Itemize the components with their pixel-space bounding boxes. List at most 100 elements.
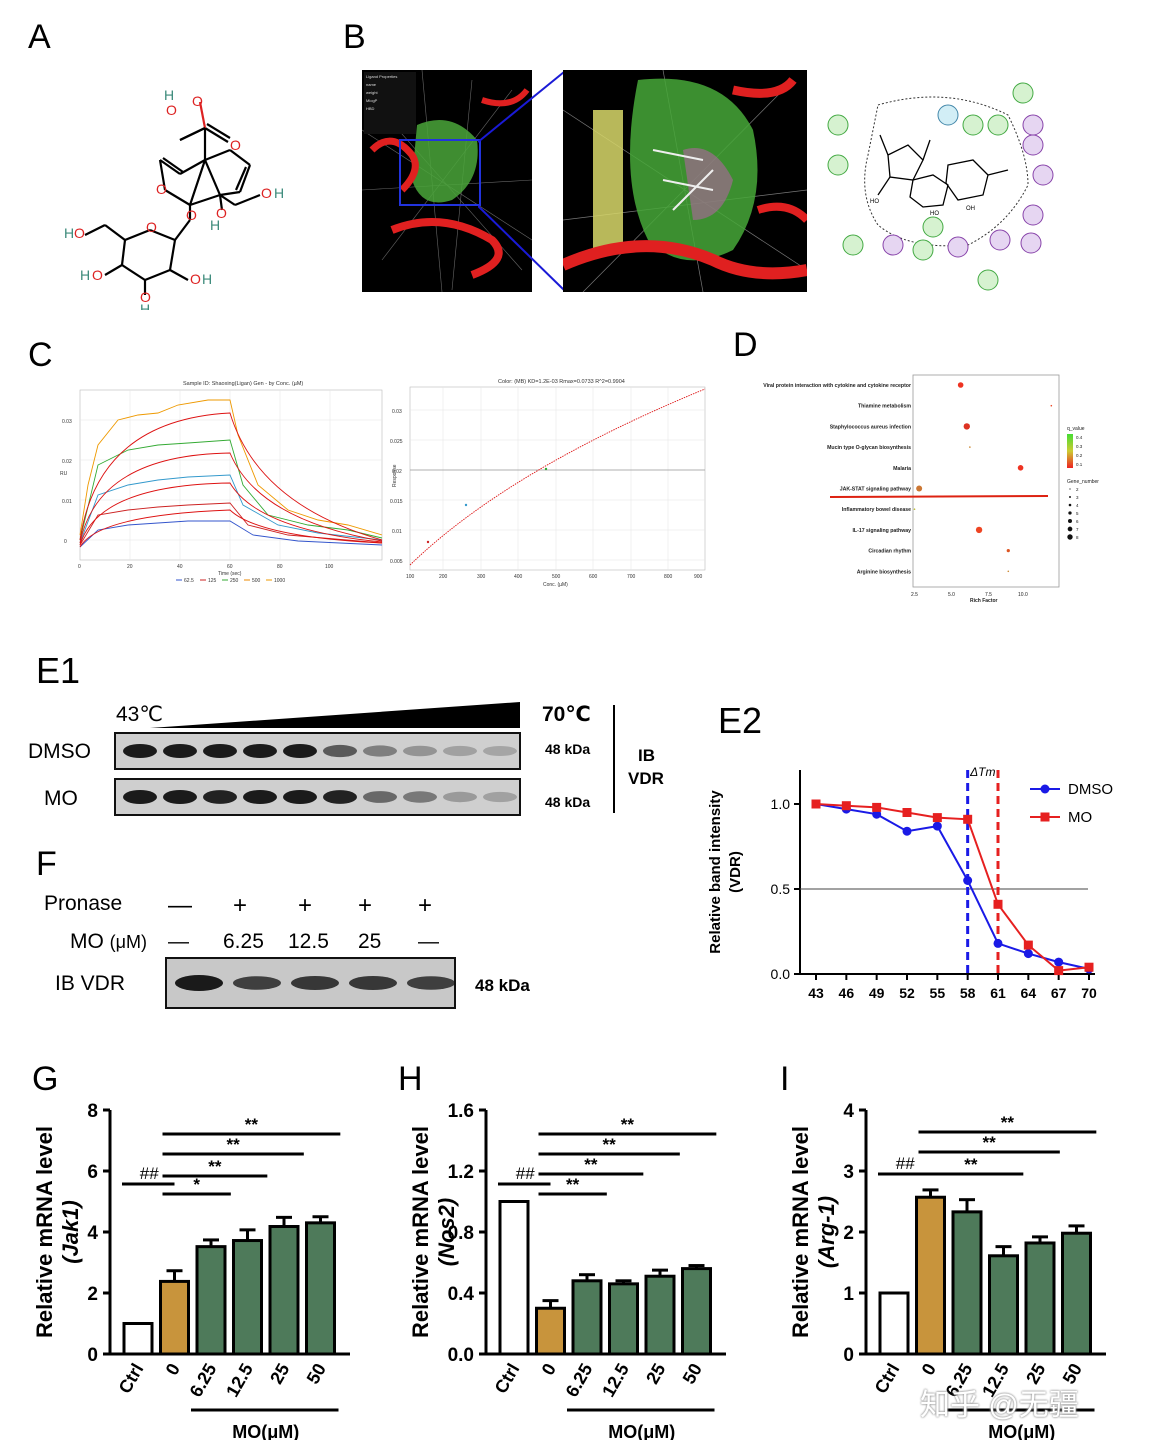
blot-band (203, 790, 237, 804)
bar (608, 1282, 639, 1356)
bar-ylabel-gene: (Nos2) (434, 1198, 459, 1266)
temperature-gradient-wedge (150, 702, 520, 728)
blot-band (291, 976, 339, 990)
e1-row-dmso: DMSO (28, 740, 91, 763)
svg-text:O: O (230, 137, 241, 153)
d-legend-q: q_value (1067, 426, 1085, 432)
e2-point (963, 814, 973, 824)
bar-ytick: 4 (843, 1101, 854, 1122)
e1-ib-label: IB (638, 746, 655, 765)
d-pathway-label: Arginine biosynthesis (857, 569, 911, 575)
d-bubble (1006, 549, 1010, 553)
e2-delta-tm: ΔTm (969, 765, 995, 779)
spr-legend-item: 500 (252, 578, 261, 584)
e2-xtick: 61 (990, 985, 1006, 1001)
svg-text:HO: HO (870, 199, 879, 205)
svg-text:H: H (202, 271, 212, 287)
sig-star: ** (621, 1115, 635, 1134)
e2-ytick: 0.5 (771, 881, 791, 897)
d-pathway-label: Viral protein interaction with cytokine … (763, 383, 911, 389)
e2-xtick: 55 (930, 985, 946, 1001)
d-pathway-label: Circadian rhythm (868, 549, 911, 555)
f-mo-label: MO (μM) (70, 930, 147, 954)
group-label: MO(μM) (232, 1422, 299, 1440)
sig-star: ** (603, 1135, 617, 1154)
blot-band (243, 744, 277, 758)
svg-text:H: H (164, 87, 174, 103)
e2-point (841, 801, 851, 811)
watermark: 知乎 @无疆 (920, 1389, 1079, 1422)
e2-point (1023, 949, 1033, 959)
fit-xtick: 300 (477, 574, 486, 580)
bar (571, 1279, 603, 1356)
spr-xtick: 60 (227, 564, 233, 570)
e2-point (993, 938, 1003, 948)
fit-xtick: 700 (627, 574, 636, 580)
d-bubble (1017, 465, 1024, 471)
e1-bracket (613, 705, 615, 813)
fit-xtick: 800 (664, 574, 673, 580)
spr-ytick: 0 (64, 539, 67, 545)
fit-xtick: 600 (589, 574, 598, 580)
blot-band (443, 745, 477, 757)
interaction-2d-diagram: HO HO OH (827, 82, 1054, 291)
e2-ylabel: Relative band intensity (707, 790, 724, 954)
bar-ytick: 4 (87, 1223, 98, 1244)
melting-curve-chart: 0.0 0.5 1.0 43 46 49 52 55 58 61 64 67 70 ΔTm DMSO MO Re… (707, 765, 1113, 1001)
bar (535, 1306, 566, 1356)
bar (195, 1245, 227, 1356)
blot-band (323, 790, 357, 804)
blot-band (163, 744, 197, 758)
d-q-tick: 0.1 (1076, 462, 1083, 467)
fit-ytick: 0.02 (392, 469, 402, 475)
e2-point (811, 799, 821, 809)
svg-text:HO: HO (930, 211, 939, 217)
bar-xtick: 12.5 (598, 1360, 633, 1400)
e2-point (1054, 957, 1064, 967)
blot-band (403, 745, 437, 757)
blot-band (363, 791, 397, 803)
e2-xtick: 58 (960, 985, 976, 1001)
e1-temp-start: 43℃ (116, 703, 163, 726)
bar-ylabel: Relative mRNA level (788, 1126, 813, 1338)
bar (1024, 1241, 1056, 1356)
f-ib-label: IB VDR (55, 972, 126, 995)
e1-kda-dmso: 48 kDa (545, 741, 591, 757)
d-gene-size-dot (1069, 496, 1071, 498)
docking-zoom-image (563, 70, 807, 292)
bar (951, 1210, 983, 1356)
spr-sensorgram: Sample ID: Shaoxing(Ligan) Gen - by Conc… (60, 381, 383, 584)
blot-band (363, 745, 397, 757)
d-gene-size-label: 3 (1076, 495, 1079, 500)
e1-kda-mo: 48 kDa (545, 794, 591, 810)
sig-star: ** (227, 1135, 241, 1154)
spr-xtick: 40 (177, 564, 183, 570)
bar (681, 1267, 712, 1356)
spr-title: Sample ID: Shaoxing(Ligan) Gen - by Conc… (183, 381, 303, 387)
e2-point (1023, 940, 1033, 950)
svg-text:O: O (216, 205, 227, 221)
e2-series-line (815, 803, 1090, 972)
f-pronase-label: Pronase (44, 892, 123, 915)
svg-text:H: H (274, 185, 284, 201)
blot-band (283, 744, 317, 758)
d-xlabel: Rich Factor (970, 598, 998, 604)
fit-ytick: 0.025 (390, 439, 403, 445)
fit-ytick: 0.005 (390, 559, 403, 565)
fit-ytick: 0.03 (392, 409, 402, 415)
e1-row-mo: MO (44, 787, 78, 810)
d-pathway-label: Thiamine metabolism (858, 404, 911, 410)
e1-blot-mo (114, 778, 557, 816)
d-gene-size-label: 7 (1076, 527, 1079, 532)
e2-point (932, 813, 942, 823)
bar-ytick: 1.2 (448, 1162, 474, 1183)
group-label: MO(μM) (608, 1422, 675, 1440)
d-pathway-label: JAK-STAT signaling pathway (840, 487, 911, 493)
e2-point (902, 826, 912, 836)
spr-xtick: 100 (325, 564, 334, 570)
d-pathway-label: Malaria (893, 466, 911, 472)
sig-star: ** (584, 1155, 598, 1174)
svg-text:O: O (192, 93, 203, 109)
bar-ylabel: Relative mRNA level (408, 1126, 433, 1338)
